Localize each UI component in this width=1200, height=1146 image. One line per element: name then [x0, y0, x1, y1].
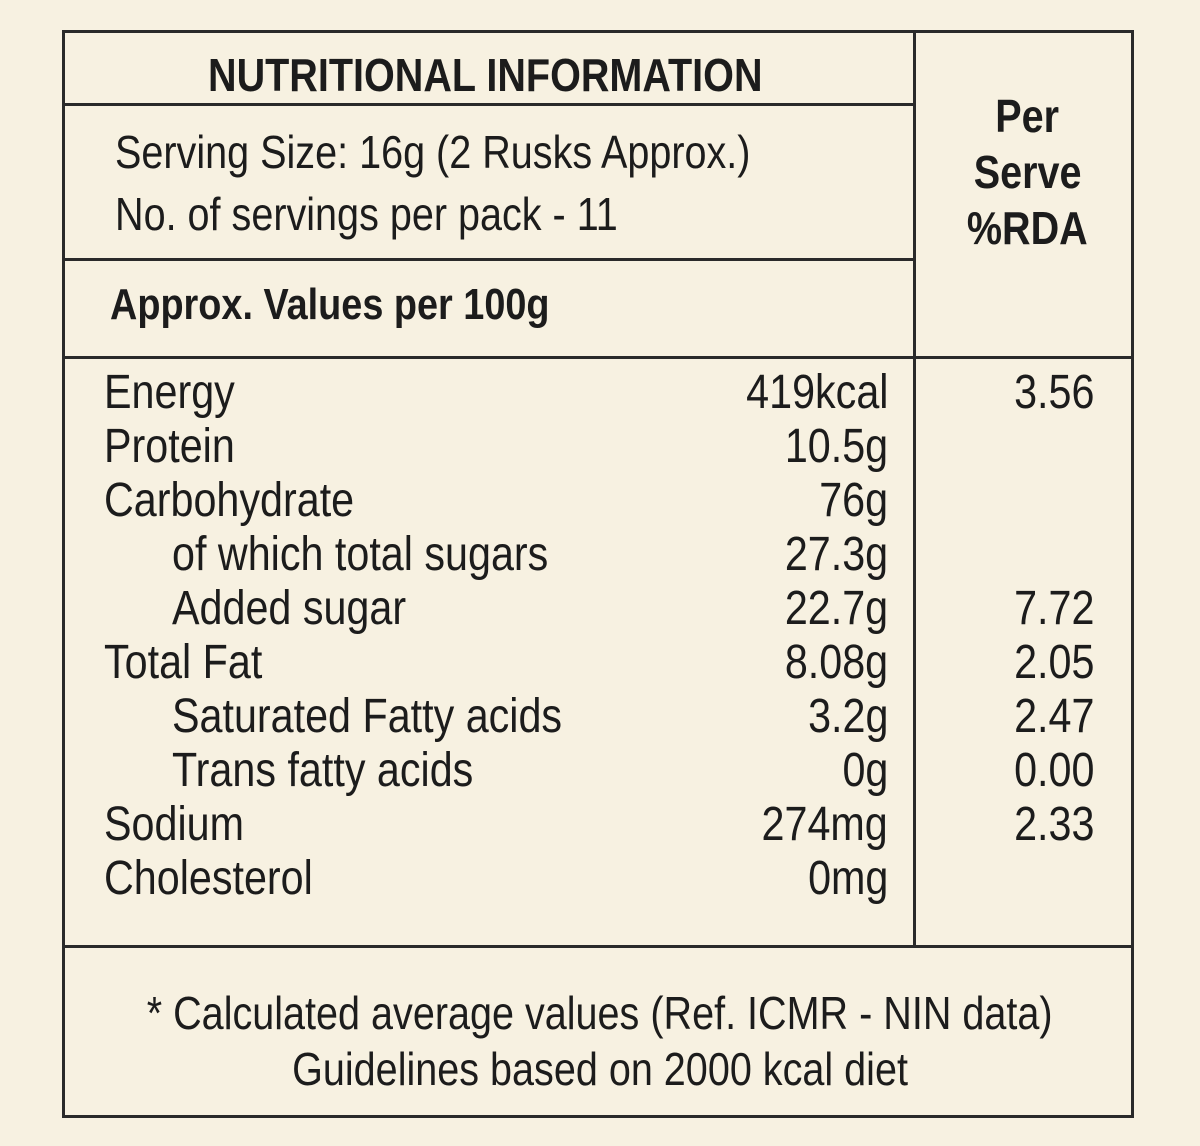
table-title: NUTRITIONAL INFORMATION: [208, 49, 763, 101]
nutrient-name: Saturated Fatty acids: [172, 690, 563, 743]
nutrient-rda: 2.47: [1013, 690, 1094, 743]
nutrient-value: 3.2g: [807, 690, 888, 743]
divider: [62, 356, 1134, 359]
footer: * Calculated average values (Ref. ICMR -…: [147, 987, 1053, 1095]
nutrient-row: Sodium 274mg 2.33: [0, 798, 1200, 852]
nutrient-row: Energy 419kcal 3.56: [0, 366, 1200, 420]
nutrient-row: Added sugar 22.7g 7.72: [0, 582, 1200, 636]
nutrition-table: [62, 30, 1134, 1118]
nutrient-row: of which total sugars 27.3g: [0, 528, 1200, 582]
column-divider: [913, 30, 916, 948]
nutrient-name: Trans fatty acids: [172, 744, 474, 797]
nutrient-row: Protein 10.5g: [0, 420, 1200, 474]
nutrient-name: Sodium: [104, 798, 244, 851]
serving-size: Serving Size: 16g (2 Rusks Approx.): [115, 126, 751, 178]
servings-per-pack: No. of servings per pack - 11: [115, 188, 618, 240]
nutrient-value: 8.08g: [784, 636, 888, 689]
divider: [62, 258, 915, 261]
nutrient-rda: 0.00: [1013, 744, 1094, 797]
nutrient-row: Total Fat 8.08g 2.05: [0, 636, 1200, 690]
nutrient-rda: 2.33: [1013, 798, 1094, 851]
nutrient-name: Energy: [104, 366, 235, 419]
nutrient-value: 419kcal: [745, 366, 888, 419]
nutrient-value: 274mg: [761, 798, 888, 851]
nutrient-name: Added sugar: [172, 582, 407, 635]
divider: [62, 945, 1134, 948]
nutrient-row: Carbohydrate 76g: [0, 474, 1200, 528]
nutrient-row: Saturated Fatty acids 3.2g 2.47: [0, 690, 1200, 744]
rda-header: Per Serve %RDA: [967, 90, 1088, 254]
nutrient-value: 10.5g: [784, 420, 888, 473]
nutrient-name: Cholesterol: [104, 852, 313, 905]
nutrient-rda: 3.56: [1013, 366, 1094, 419]
nutrient-name: Protein: [104, 420, 235, 473]
nutrient-value: 0mg: [807, 852, 888, 905]
divider: [62, 103, 915, 106]
values-basis: Approx. Values per 100g: [110, 280, 550, 329]
nutrient-name: Total Fat: [104, 636, 263, 689]
nutrient-row: Cholesterol 0mg: [0, 852, 1200, 906]
nutrient-name: of which total sugars: [172, 528, 549, 581]
nutrient-row: Trans fatty acids 0g 0.00: [0, 744, 1200, 798]
nutrient-rda: 2.05: [1013, 636, 1094, 689]
nutrient-value: 0g: [842, 744, 888, 797]
nutrient-value: 22.7g: [784, 582, 888, 635]
nutrient-rda: 7.72: [1013, 582, 1094, 635]
nutrient-name: Carbohydrate: [104, 474, 355, 527]
nutrient-value: 76g: [819, 474, 888, 527]
nutrient-rows: Energy 419kcal 3.56 Protein 10.5g Carbohy…: [0, 366, 1200, 906]
nutrient-value: 27.3g: [784, 528, 888, 581]
